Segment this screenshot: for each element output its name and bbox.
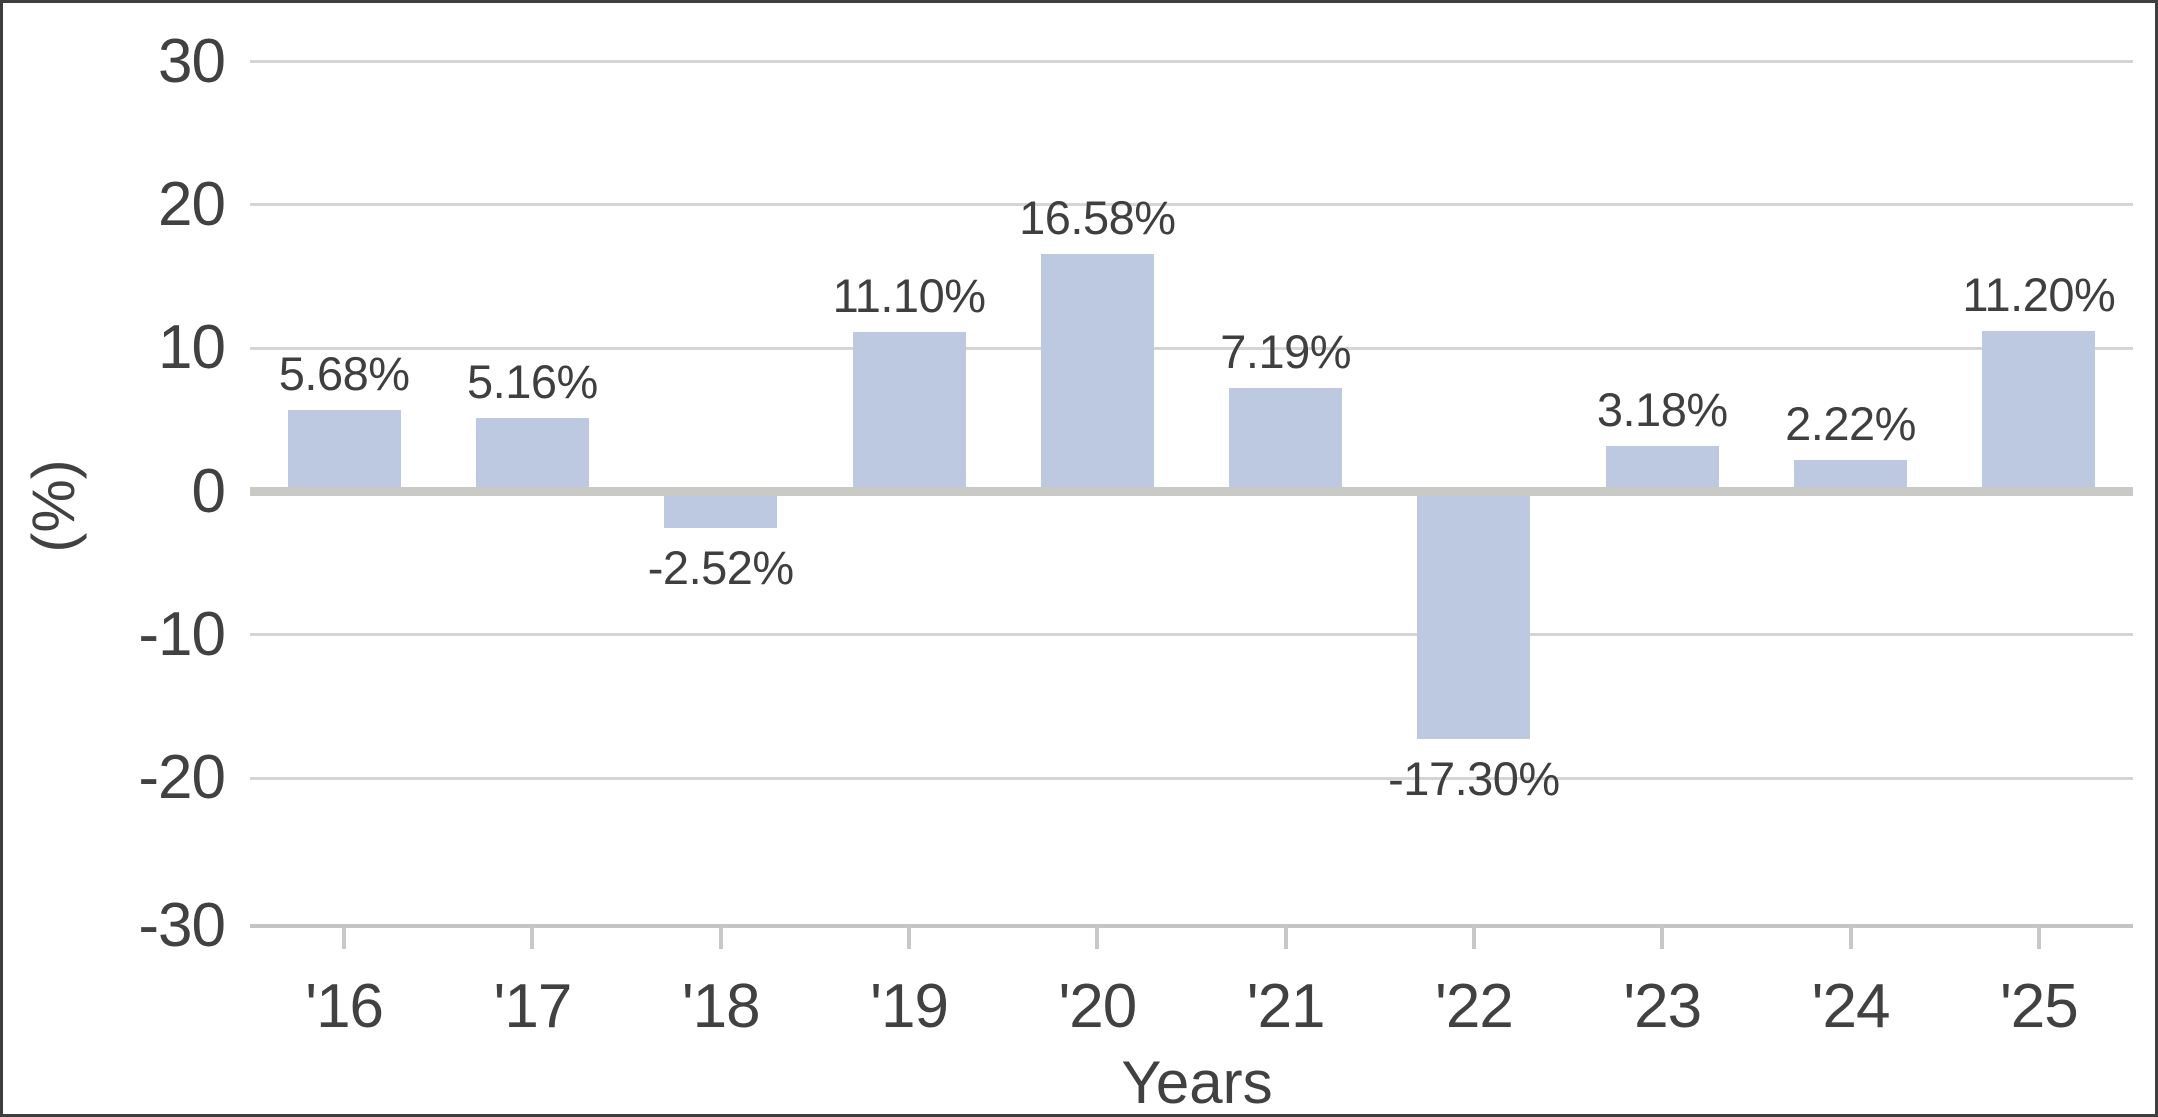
gridline-10 [250, 346, 2133, 350]
bar-19[interactable] [852, 332, 966, 487]
data-label-21: 7.19% [1220, 325, 1352, 379]
bar-21[interactable] [1229, 388, 1343, 487]
data-label-17: 5.16% [467, 354, 598, 408]
x-tick-label-22: '22 [1435, 972, 1514, 1041]
x-axis-tick-17 [530, 927, 535, 949]
x-tick-label-17: '17 [493, 972, 573, 1041]
data-label-24: 2.22% [1785, 396, 1916, 450]
gridline--20 [250, 776, 2133, 780]
data-label-22: -17.30% [1388, 752, 1560, 806]
x-axis-tick-23 [1660, 927, 1665, 949]
gridline-30 [250, 60, 2133, 64]
y-tick-label--20: -20 [138, 743, 226, 813]
data-label-25: 11.20% [1962, 268, 2116, 321]
x-axis-tick-24 [1848, 927, 1853, 949]
x-axis-tick-21 [1283, 927, 1288, 949]
zero-line [250, 487, 2133, 496]
data-label-16: 5.68% [278, 347, 410, 401]
x-axis-tick-19 [907, 927, 912, 949]
x-tick-label-16: '16 [305, 972, 384, 1041]
data-label-20: 16.58% [1019, 190, 1176, 244]
x-axis-tick-22 [1471, 927, 1476, 949]
bar-22[interactable] [1417, 496, 1531, 740]
x-axis-tick-25 [2036, 927, 2041, 949]
x-tick-label-23: '23 [1623, 972, 1702, 1041]
y-tick-label-10: 10 [158, 313, 226, 383]
y-tick-label-30: 30 [158, 26, 226, 96]
bar-24[interactable] [1794, 459, 1908, 487]
x-axis-tick-18 [718, 927, 723, 949]
gridline-20 [250, 203, 2133, 207]
bar-18[interactable] [664, 496, 778, 528]
x-axis-title: Years [1121, 1049, 1273, 1116]
y-tick-label--10: -10 [138, 599, 226, 669]
x-axis-tick-16 [342, 927, 347, 949]
x-tick-label-18: '18 [681, 972, 761, 1041]
bar-17[interactable] [475, 417, 589, 487]
data-label-18: -2.52% [647, 540, 794, 594]
bar-25[interactable] [1982, 331, 2096, 487]
y-tick-label-20: 20 [158, 169, 226, 239]
bar-23[interactable] [1605, 445, 1719, 487]
bar-20[interactable] [1040, 253, 1154, 487]
y-tick-label-0: 0 [191, 456, 226, 526]
bar-16[interactable] [287, 410, 401, 487]
data-label-23: 3.18% [1596, 382, 1728, 436]
x-tick-label-25: '25 [1999, 972, 2079, 1041]
gridline--10 [250, 633, 2133, 637]
x-tick-label-19: '19 [870, 972, 949, 1041]
x-tick-label-21: '21 [1246, 972, 1326, 1041]
x-axis-tick-20 [1095, 927, 1100, 949]
data-label-19: 11.10% [832, 269, 986, 323]
x-axis-line [250, 924, 2133, 928]
y-tick-label--30: -30 [138, 891, 226, 960]
x-tick-label-20: '20 [1058, 972, 1137, 1041]
x-tick-label-24: '24 [1811, 972, 1891, 1041]
